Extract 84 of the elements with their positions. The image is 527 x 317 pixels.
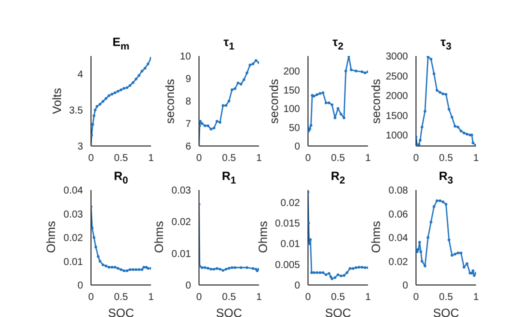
y-tick-label: 200 — [283, 66, 300, 78]
line-series — [416, 56, 476, 146]
x-tick-label: 0.5 — [222, 153, 236, 164]
y-tick-label: 0.01 — [280, 239, 300, 250]
y-tick-label: 150 — [283, 85, 300, 96]
y-tick-label: 8 — [185, 96, 192, 108]
x-tick-label: 0 — [88, 153, 94, 164]
y-axis-title: seconds — [163, 78, 177, 124]
line-series — [91, 56, 151, 146]
y-tick-label: 4 — [77, 70, 84, 81]
chart-title: τ$_{2}$ — [332, 34, 344, 52]
x-tick-label: 1 — [148, 292, 154, 304]
chart-title: E$_{m}$ — [112, 34, 130, 52]
y-tick-label: 2500 — [386, 71, 408, 82]
x-tick-label: 0 — [196, 292, 202, 304]
x-tick-label: 0 — [413, 292, 420, 304]
x-tick-label: 1 — [365, 153, 372, 164]
y-tick-label: 0 — [185, 280, 192, 292]
y-tick-label: 0.03 — [64, 209, 84, 220]
y-tick-label: 0.01 — [172, 248, 192, 260]
x-tick-label: 0 — [305, 292, 312, 304]
x-axis-title: SOC — [108, 306, 134, 317]
x-axis-title: SOC — [216, 306, 242, 317]
x-tick-label: 0.5 — [439, 292, 454, 304]
y-tick-label: 50 — [288, 122, 300, 134]
y-tick-label: 0.08 — [388, 186, 408, 197]
y-tick-label: 9 — [185, 74, 192, 86]
y-tick-label: 7 — [185, 119, 192, 130]
x-tick-label: 0.5 — [114, 153, 128, 164]
y-tick-label: 0 — [294, 142, 300, 153]
y-tick-label: 0.06 — [388, 209, 408, 220]
y-tick-label: 0.04 — [388, 233, 408, 244]
y-tick-label: 3000 — [386, 52, 408, 63]
y-axis-title: Ohms — [369, 221, 383, 254]
chart-title: τ$_{1}$ — [222, 34, 236, 52]
y-tick-label: 0.02 — [172, 217, 192, 228]
y-axis-title: Ohms — [256, 221, 270, 254]
y-axis-title: seconds — [266, 78, 280, 124]
x-tick-label: 0 — [196, 153, 202, 164]
y-axis-title: seconds — [369, 78, 383, 124]
y-tick-label: 0.015 — [274, 218, 300, 230]
x-tick-label: 0.5 — [114, 292, 128, 304]
y-axis-title: Ohms — [44, 221, 58, 254]
y-tick-label: 0.04 — [64, 186, 84, 197]
y-tick-label: 0.01 — [64, 256, 84, 268]
x-tick-label: 0.5 — [331, 153, 346, 164]
y-tick-label: 2000 — [386, 91, 408, 102]
y-tick-label: 3.5 — [69, 106, 84, 117]
x-tick-label: 1 — [365, 292, 372, 304]
y-tick-label: 1500 — [386, 110, 408, 122]
y-tick-label: 3 — [77, 142, 84, 153]
y-tick-label: 0.02 — [388, 256, 408, 268]
y-tick-label: 1000 — [386, 130, 408, 142]
chart-title: R$_{2}$ — [330, 168, 346, 186]
x-tick-label: 0 — [88, 292, 94, 304]
x-tick-label: 1 — [473, 292, 480, 304]
y-tick-label: 0.005 — [274, 260, 300, 271]
y-tick-label: 0.02 — [64, 233, 84, 244]
y-tick-label: 0 — [77, 280, 84, 292]
y-axis-title: Ohms — [152, 221, 166, 254]
x-tick-label: 1 — [256, 292, 262, 304]
x-tick-label: 0 — [305, 153, 312, 164]
chart-title: R$_{1}$ — [220, 168, 238, 186]
y-tick-label: 10 — [180, 52, 192, 63]
x-tick-label: 0 — [413, 153, 420, 164]
x-axis-title: SOC — [324, 306, 352, 317]
x-tick-label: 0.5 — [222, 292, 236, 304]
y-tick-label: 0 — [402, 280, 408, 292]
chart-title: R$_{3}$ — [438, 168, 454, 186]
y-tick-label: 0.03 — [172, 186, 192, 197]
chart-title: R$_{0}$ — [112, 168, 130, 186]
y-tick-label: 0 — [294, 280, 300, 292]
y-tick-label: 6 — [185, 142, 192, 153]
y-axis-title: Volts — [50, 88, 64, 114]
x-tick-label: 1 — [148, 153, 154, 164]
y-tick-label: 0.02 — [280, 198, 300, 209]
x-tick-label: 0.5 — [439, 153, 454, 164]
x-axis-title: SOC — [432, 306, 460, 317]
x-tick-label: 1 — [473, 153, 480, 164]
x-tick-label: 0.5 — [331, 292, 346, 304]
chart-title: τ$_{3}$ — [440, 34, 452, 52]
line-series — [416, 199, 476, 277]
x-tick-label: 1 — [256, 153, 262, 164]
y-tick-label: 100 — [283, 104, 300, 116]
